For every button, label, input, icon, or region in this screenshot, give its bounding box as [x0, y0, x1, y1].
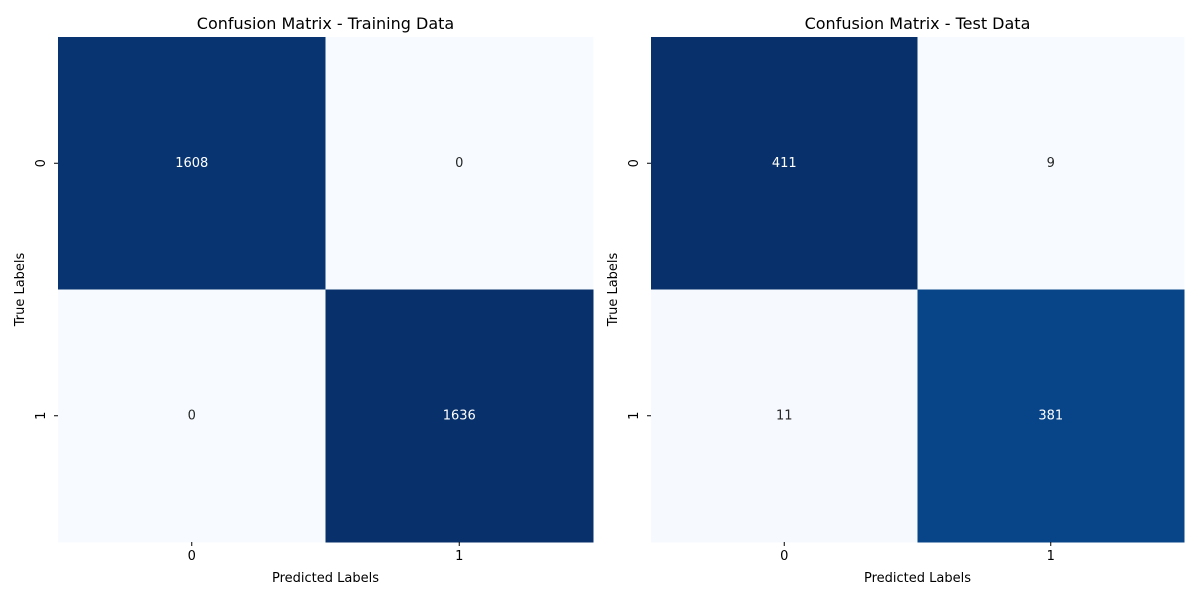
cell-label-r0-c0: 411 [772, 156, 797, 171]
y-tick-label: 0 [627, 159, 642, 167]
cell-r1-c1 [325, 289, 594, 543]
cell-label-r1-c1: 1636 [443, 408, 476, 423]
x-tick-label: 1 [1047, 549, 1055, 564]
cell-label-r1-c0: 0 [188, 408, 196, 423]
chart-title: Confusion Matrix - Training Data [197, 14, 454, 33]
cell-r1-c0 [651, 289, 918, 543]
cell-r0-c1 [325, 37, 594, 290]
cell-label-r0-c1: 9 [1047, 156, 1055, 171]
y-tick-label: 1 [627, 412, 642, 420]
chart-title: Confusion Matrix - Test Data [805, 14, 1031, 33]
x-tick-label: 0 [780, 549, 788, 564]
heatmap-training: 1608 0 0 1636 Confusion Matrix - Training Da… [13, 14, 594, 586]
cell-label-r1-c0: 11 [776, 408, 793, 423]
cell-r1-c0 [58, 289, 326, 543]
x-axis-label: Predicted Labels [272, 571, 379, 586]
cell-label-r0-c0: 1608 [175, 156, 208, 171]
y-tick-label: 0 [34, 159, 49, 167]
heatmap-test: 411 9 11 381 Confusion Matrix - Test Data 0 1 0… [606, 14, 1185, 586]
cell-r0-c0 [651, 37, 918, 290]
x-tick-label: 0 [188, 549, 196, 564]
cell-label-r1-c1: 381 [1038, 408, 1063, 423]
cell-r0-c1 [917, 37, 1185, 290]
cell-label-r0-c1: 0 [455, 156, 463, 171]
x-tick-label: 1 [455, 549, 463, 564]
y-axis-label: True Labels [13, 252, 28, 327]
x-axis-label: Predicted Labels [864, 571, 971, 586]
cell-r0-c0 [58, 37, 326, 290]
y-tick-label: 1 [34, 412, 49, 420]
y-axis-label: True Labels [606, 252, 621, 327]
cell-r1-c1 [917, 289, 1185, 543]
